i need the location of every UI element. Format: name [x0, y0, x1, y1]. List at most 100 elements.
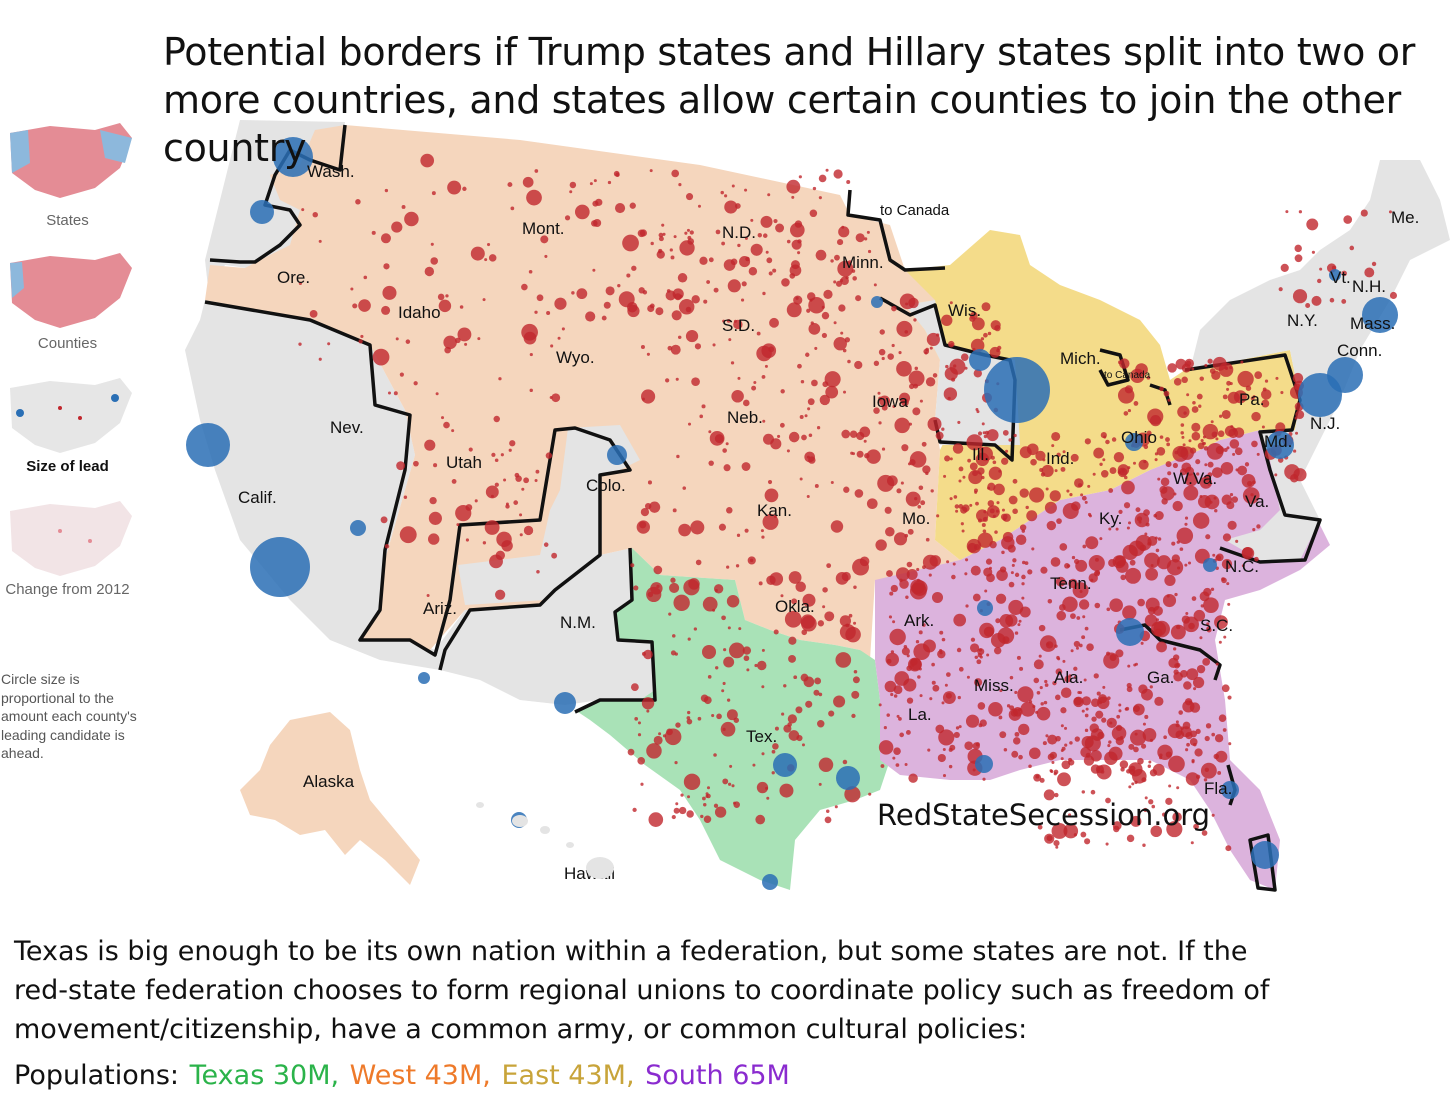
county-circle	[814, 346, 818, 350]
county-circle	[879, 329, 885, 335]
thumbnail-states[interactable]	[10, 123, 132, 198]
county-circle	[1061, 746, 1066, 751]
county-circle	[854, 489, 864, 498]
county-circle	[1090, 728, 1104, 741]
county-circle	[1111, 437, 1117, 442]
county-circle	[892, 756, 896, 760]
county-circle	[1184, 516, 1189, 520]
county-circle	[775, 223, 785, 233]
county-circle	[1215, 750, 1228, 763]
county-circle	[1142, 728, 1157, 742]
county-circle	[1041, 464, 1054, 478]
county-circle	[1102, 685, 1106, 689]
county-circle	[1052, 680, 1057, 686]
county-circle	[1199, 376, 1204, 381]
county-circle	[893, 532, 908, 546]
county-circle	[1049, 769, 1053, 773]
county-circle	[1176, 540, 1180, 544]
county-circle	[1262, 387, 1267, 392]
county-circle	[781, 712, 785, 716]
county-circle	[805, 700, 813, 708]
county-circle	[1188, 561, 1192, 565]
county-circle	[1256, 452, 1260, 456]
county-circle	[1218, 714, 1227, 722]
county-circle	[977, 431, 983, 436]
county-circle	[824, 371, 841, 388]
county-circle	[866, 449, 881, 464]
county-circle	[884, 506, 892, 514]
county-circle	[1176, 786, 1180, 790]
county-circle	[1062, 659, 1066, 663]
county-circle	[387, 391, 391, 395]
county-circle	[534, 479, 538, 483]
county-circle	[474, 499, 478, 503]
county-circle	[833, 169, 843, 179]
county-circle	[725, 442, 729, 446]
county-circle	[1047, 753, 1055, 761]
thumbnail-label-change[interactable]: Change from 2012	[5, 581, 130, 598]
county-circle	[647, 591, 654, 598]
county-circle	[1114, 555, 1127, 567]
county-circle	[1179, 468, 1187, 476]
county-circle	[809, 209, 818, 218]
county-circle	[510, 206, 515, 211]
thumbnail-label-counties[interactable]: Counties	[37, 335, 98, 352]
county-circle	[1108, 740, 1112, 744]
thumbnail-size-of-lead[interactable]	[10, 378, 132, 453]
county-circle	[855, 233, 865, 243]
county-circle	[1201, 830, 1208, 836]
county-circle	[881, 356, 885, 361]
blue-region-colorado	[458, 425, 640, 605]
county-circle	[703, 299, 708, 304]
county-circle	[879, 395, 891, 407]
county-circle	[983, 510, 987, 514]
county-circle	[1133, 401, 1139, 406]
county-circle	[788, 571, 802, 584]
thumbnail-counties[interactable]	[10, 253, 132, 328]
county-circle	[907, 528, 914, 535]
label-neb: Neb.	[727, 408, 763, 427]
county-circle	[637, 757, 645, 765]
county-circle	[708, 430, 712, 434]
county-circle	[1226, 582, 1230, 586]
county-circle	[649, 169, 653, 173]
county-circle	[1207, 461, 1214, 468]
county-circle	[384, 188, 389, 193]
county-circle	[1115, 527, 1119, 531]
county-circle	[1240, 360, 1244, 364]
county-circle	[814, 484, 819, 488]
county-circle	[726, 565, 730, 569]
county-circle	[804, 451, 815, 463]
county-circle	[971, 317, 985, 331]
thumbnail-label-size-of-lead[interactable]: Size of lead	[26, 458, 109, 475]
thumbnail-label-states[interactable]: States	[46, 212, 89, 229]
county-circle	[925, 347, 929, 352]
county-circle	[1199, 591, 1210, 602]
label-la: La.	[908, 705, 932, 724]
thumbnail-change-from-2012[interactable]	[10, 501, 132, 576]
county-circle	[1105, 439, 1110, 445]
county-circle	[1056, 518, 1062, 524]
county-circle	[1060, 466, 1066, 472]
county-circle	[1010, 571, 1014, 575]
county-circle	[1055, 845, 1059, 849]
county-circle	[1143, 807, 1148, 812]
county-circle	[682, 486, 687, 490]
county-circle	[1093, 570, 1100, 577]
county-circle	[658, 732, 662, 736]
county-circle	[799, 477, 803, 481]
county-circle	[819, 394, 831, 406]
county-circle	[1226, 387, 1230, 391]
county-circle	[1081, 635, 1086, 640]
county-circle	[1144, 614, 1158, 627]
county-circle	[731, 184, 735, 188]
county-circle	[975, 407, 979, 411]
county-circle	[1014, 631, 1019, 635]
county-circle	[662, 232, 666, 236]
county-circle	[1156, 555, 1172, 570]
county-circle	[1008, 495, 1018, 505]
county-circle	[867, 249, 872, 254]
county-circle	[614, 203, 626, 214]
county-circle	[780, 389, 785, 394]
hawaii-islands	[476, 802, 614, 879]
